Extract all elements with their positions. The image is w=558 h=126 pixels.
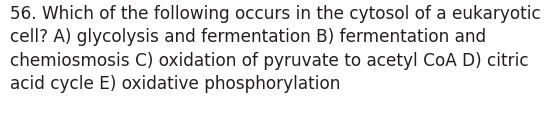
Text: 56. Which of the following occurs in the cytosol of a eukaryotic
cell? A) glycol: 56. Which of the following occurs in the…: [10, 5, 541, 93]
